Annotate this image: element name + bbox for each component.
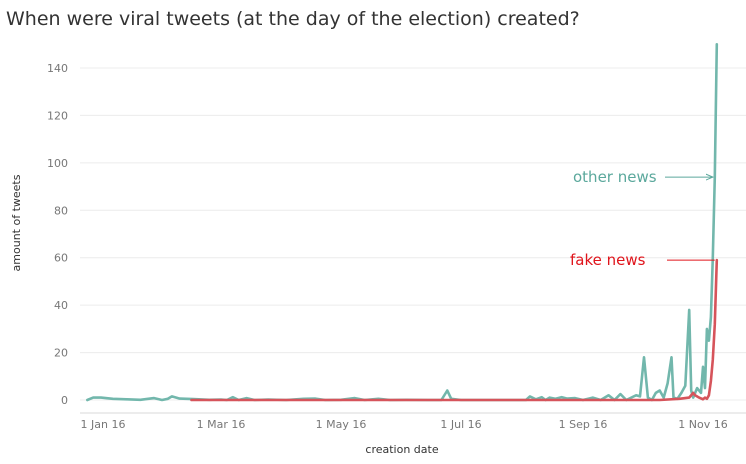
x-axis-title: creation date xyxy=(365,443,438,456)
y-tick-label: 60 xyxy=(54,252,68,265)
y-tick-label: 0 xyxy=(61,394,68,407)
y-tick-label: 20 xyxy=(54,347,68,360)
y-tick-label: 140 xyxy=(47,62,68,75)
series-line-other-news xyxy=(86,42,719,402)
x-tick-label: 1 Jan 16 xyxy=(81,418,126,431)
x-axis-ticks: 1 Jan 16 1 Mar 16 1 May 16 1 Jul 16 1 Sep 16… xyxy=(81,418,728,431)
y-tick-label: 120 xyxy=(47,109,68,122)
grid-lines xyxy=(80,67,746,401)
x-tick-label: 1 Sep 16 xyxy=(559,418,608,431)
series-group xyxy=(86,42,719,402)
y-tick-label: 100 xyxy=(47,157,68,170)
y-axis-title: amount of tweets xyxy=(10,174,23,271)
y-tick-label: 80 xyxy=(54,204,68,217)
x-tick-label: 1 Jul 16 xyxy=(440,418,481,431)
annotation-label-other-news: other news xyxy=(573,168,657,186)
annotation-label-fake-news: fake news xyxy=(570,251,646,269)
x-tick-label: 1 Nov 16 xyxy=(678,418,727,431)
x-tick-label: 1 May 16 xyxy=(316,418,367,431)
series-line-fake-news xyxy=(190,258,719,402)
y-axis-ticks: 0 20 40 60 80 100 120 140 xyxy=(47,62,68,407)
x-tick-label: 1 Mar 16 xyxy=(197,418,246,431)
chart-title: When were viral tweets (at the day of th… xyxy=(6,8,580,30)
y-tick-label: 40 xyxy=(54,299,68,312)
annotation-group: other news fake news xyxy=(570,168,715,269)
